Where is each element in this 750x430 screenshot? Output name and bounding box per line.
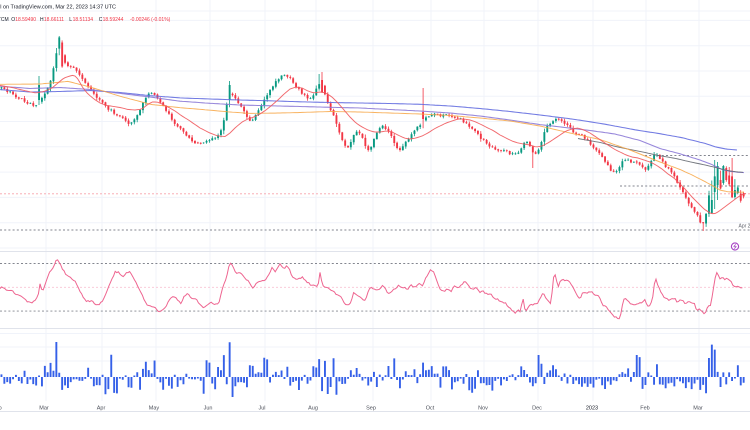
svg-text:18.66111: 18.66111 bbox=[44, 17, 64, 23]
svg-text:Jul: Jul bbox=[258, 406, 265, 412]
svg-text:-0.00246 (-0.01%): -0.00246 (-0.01%) bbox=[130, 17, 171, 23]
svg-text:2023: 2023 bbox=[586, 406, 598, 412]
svg-text:Apr 20: Apr 20 bbox=[739, 224, 750, 230]
svg-text:Aug: Aug bbox=[308, 406, 318, 412]
svg-text:Dec: Dec bbox=[532, 406, 542, 412]
svg-text:Oct: Oct bbox=[426, 406, 435, 412]
svg-text:L: L bbox=[69, 17, 72, 23]
svg-text:18.59244: 18.59244 bbox=[103, 17, 124, 23]
svg-text:TCM: TCM bbox=[0, 17, 9, 23]
svg-text:Feb: Feb bbox=[640, 406, 649, 412]
svg-text:Jun: Jun bbox=[204, 406, 213, 412]
svg-text:Apr: Apr bbox=[97, 406, 106, 412]
svg-text:18.51134: 18.51134 bbox=[73, 17, 94, 23]
svg-text:H: H bbox=[40, 17, 44, 23]
svg-text:Nov: Nov bbox=[478, 406, 488, 412]
svg-text:O: O bbox=[11, 17, 15, 23]
svg-text:l on TradingView.com, Mar 22,: l on TradingView.com, Mar 22, 2023 14:37… bbox=[0, 4, 116, 10]
svg-text:May: May bbox=[149, 406, 160, 412]
svg-text:18.59490: 18.59490 bbox=[15, 17, 36, 23]
svg-text:Mar: Mar bbox=[693, 406, 703, 412]
svg-text:Mar: Mar bbox=[39, 406, 49, 412]
svg-text:C: C bbox=[99, 17, 103, 23]
svg-text:Feb: Feb bbox=[0, 406, 2, 412]
svg-text:Sep: Sep bbox=[366, 406, 376, 412]
